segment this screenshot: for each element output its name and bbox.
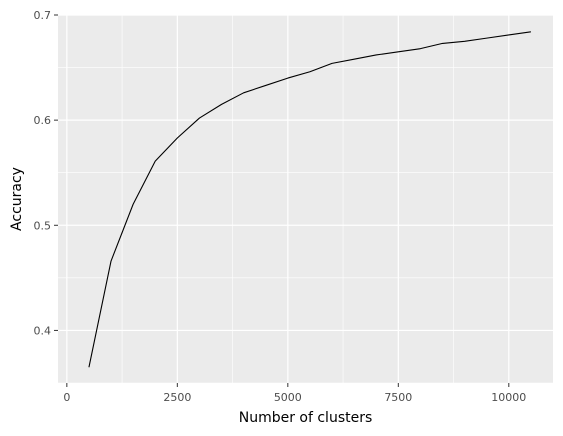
y-tick-label: 0.6: [34, 114, 52, 127]
x-tick-label: 7500: [384, 391, 412, 404]
y-axis-title: Accuracy: [9, 167, 25, 231]
x-tick-label: 5000: [274, 391, 302, 404]
series-line: [88, 31, 531, 368]
y-tick-label: 0.7: [34, 9, 52, 22]
minor-gridlines: [58, 15, 553, 384]
plot-panel: [58, 15, 553, 383]
x-axis: 0 2500 5000 7500 10000: [63, 383, 526, 404]
y-axis: 0.4 0.5 0.6 0.7: [34, 9, 58, 337]
y-tick-label: 0.5: [34, 219, 52, 232]
x-axis-title: Number of clusters: [239, 410, 373, 426]
y-tick-label: 0.4: [34, 324, 52, 337]
x-tick-label: 0: [63, 391, 70, 404]
major-gridlines: [58, 14, 553, 383]
x-tick-label: 10000: [491, 391, 526, 404]
x-tick-label: 2500: [163, 391, 191, 404]
series-layer: [88, 31, 531, 368]
